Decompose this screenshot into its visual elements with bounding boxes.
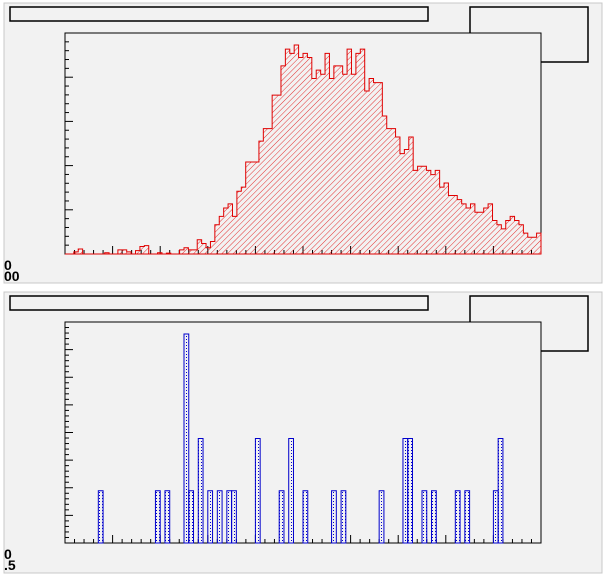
bar xyxy=(378,490,385,544)
bar xyxy=(331,490,337,544)
bar xyxy=(164,490,171,544)
top-pad: 0 00 xyxy=(3,2,603,284)
bar xyxy=(302,490,309,544)
bar xyxy=(97,490,104,544)
bar xyxy=(492,490,499,544)
bar xyxy=(154,490,161,544)
top-y-label-a: 0 xyxy=(4,257,12,273)
bar xyxy=(497,438,504,544)
bar xyxy=(407,438,413,544)
bar xyxy=(226,490,233,544)
bar xyxy=(183,333,190,544)
bar xyxy=(340,490,347,544)
top-histogram-area xyxy=(65,44,542,255)
bar xyxy=(288,438,294,544)
bottom-y-label-a: 0 xyxy=(4,546,12,562)
bar xyxy=(216,490,223,544)
bottom-y-label-b: .5 xyxy=(4,557,16,573)
bar xyxy=(464,490,471,544)
bar xyxy=(402,438,409,544)
bar xyxy=(197,438,204,544)
bottom-histogram xyxy=(97,333,504,544)
bottom-title-box[interactable] xyxy=(9,295,429,311)
top-histogram xyxy=(65,44,542,255)
bar xyxy=(431,490,437,544)
top-title-box[interactable] xyxy=(9,6,429,22)
top-y-label-b: 00 xyxy=(4,268,20,284)
bar xyxy=(254,438,261,544)
bar xyxy=(278,490,285,544)
bottom-pad: 0 .5 xyxy=(3,291,603,574)
bar xyxy=(188,490,195,544)
bar xyxy=(454,490,461,544)
bar xyxy=(421,490,428,544)
bar xyxy=(207,490,214,544)
bar xyxy=(231,490,237,544)
